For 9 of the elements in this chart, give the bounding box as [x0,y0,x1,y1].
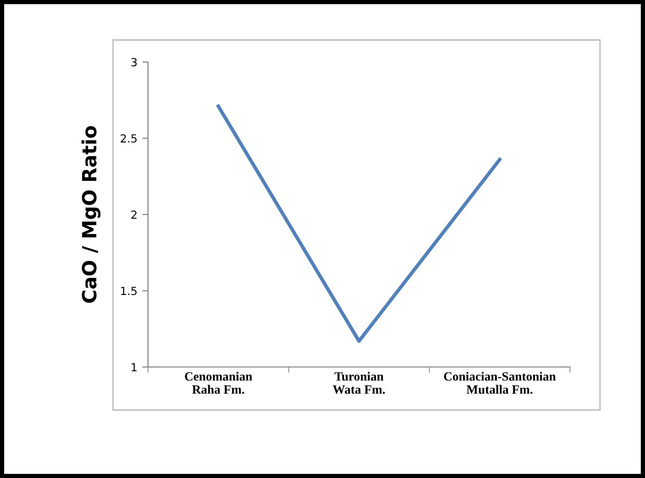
y-axis-title: CaO / MgO Ratio [82,126,100,303]
y-tick-label: 2.5 [120,134,137,143]
x-tick-label: Coniacian-Santonian Mutalla Fm. [444,372,556,394]
y-tick-label: 1.5 [121,286,137,296]
y-tick-label: 3 [131,58,137,66]
x-tick-label: Turonian Wata Fm. [332,372,385,394]
y-tick-label: 1 [132,363,137,372]
x-tick-label: Cenomanian Raha Fm. [184,372,252,394]
y-tick-label: 2 [131,210,136,219]
